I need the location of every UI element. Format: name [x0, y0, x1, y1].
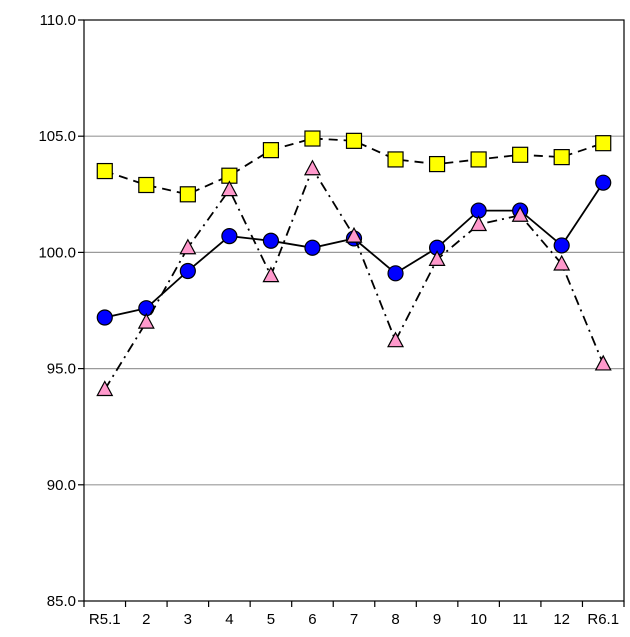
x-tick-label: 10: [470, 611, 487, 628]
triangle-point: [137, 312, 155, 329]
square-point: [553, 149, 570, 166]
triangle-point: [96, 380, 114, 397]
circle-point: [553, 237, 570, 254]
triangle-point: [470, 215, 488, 232]
triangle-point: [511, 205, 529, 222]
x-tick-label: 9: [433, 611, 441, 628]
circle-point: [262, 232, 280, 249]
triangle-point: [428, 250, 446, 266]
triangle-point: [553, 254, 571, 271]
series-triangle: [96, 159, 612, 397]
circle-point: [304, 239, 321, 256]
x-tick-label: 6: [308, 611, 316, 628]
square-point: [595, 135, 612, 152]
square-point: [387, 151, 404, 168]
x-tick-label: 8: [391, 611, 399, 628]
square-point: [428, 155, 446, 173]
y-tick-label: 105.0: [38, 128, 76, 145]
triangle-point: [594, 354, 612, 371]
x-tick-label: R6.1: [587, 611, 619, 628]
circle-point: [595, 174, 612, 191]
y-tick-label: 110.0: [40, 12, 76, 29]
y-tick-label: 90.0: [47, 477, 76, 494]
y-tick-label: 95.0: [47, 361, 76, 378]
x-tick-label: 11: [512, 611, 528, 628]
series-layer: [96, 130, 612, 397]
x-tick-label: 4: [225, 611, 233, 628]
square-point: [262, 142, 280, 159]
triangle-point: [387, 331, 405, 348]
axis-layer: 85.0 90.0 95.0 100.0 105.0 110.0 R5.1 2 3 4 5 6 7 8 9 1…: [38, 12, 625, 628]
circle-point: [387, 265, 404, 282]
x-tick-label: 7: [350, 611, 358, 628]
x-tick-label: 3: [184, 611, 192, 628]
plot-frame: [83, 19, 625, 602]
square-point: [345, 132, 363, 149]
x-tick-label: 2: [142, 611, 150, 628]
y-tick-label: 100.0: [38, 244, 76, 261]
square-point: [138, 176, 155, 194]
triangle-point: [345, 226, 363, 243]
triangle-point: [220, 180, 238, 197]
x-tick-label: R5.1: [89, 611, 121, 628]
y-tick-label: 85.0: [47, 593, 76, 610]
triangle-point: [179, 238, 197, 255]
circle-point: [221, 228, 238, 245]
square-point: [470, 151, 487, 168]
square-point: [179, 186, 196, 203]
series-line: [104, 182, 604, 319]
square-point: [96, 162, 113, 180]
square-point: [512, 146, 529, 163]
triangle-point: [303, 159, 321, 176]
square-point: [304, 130, 321, 147]
series-square: [96, 130, 612, 203]
x-tick-label: 12: [553, 611, 570, 628]
triangle-point: [262, 266, 280, 283]
circle-point: [96, 309, 113, 326]
x-tick-label: 5: [267, 611, 275, 628]
series-circle: [96, 174, 612, 326]
circle-point: [179, 262, 196, 280]
